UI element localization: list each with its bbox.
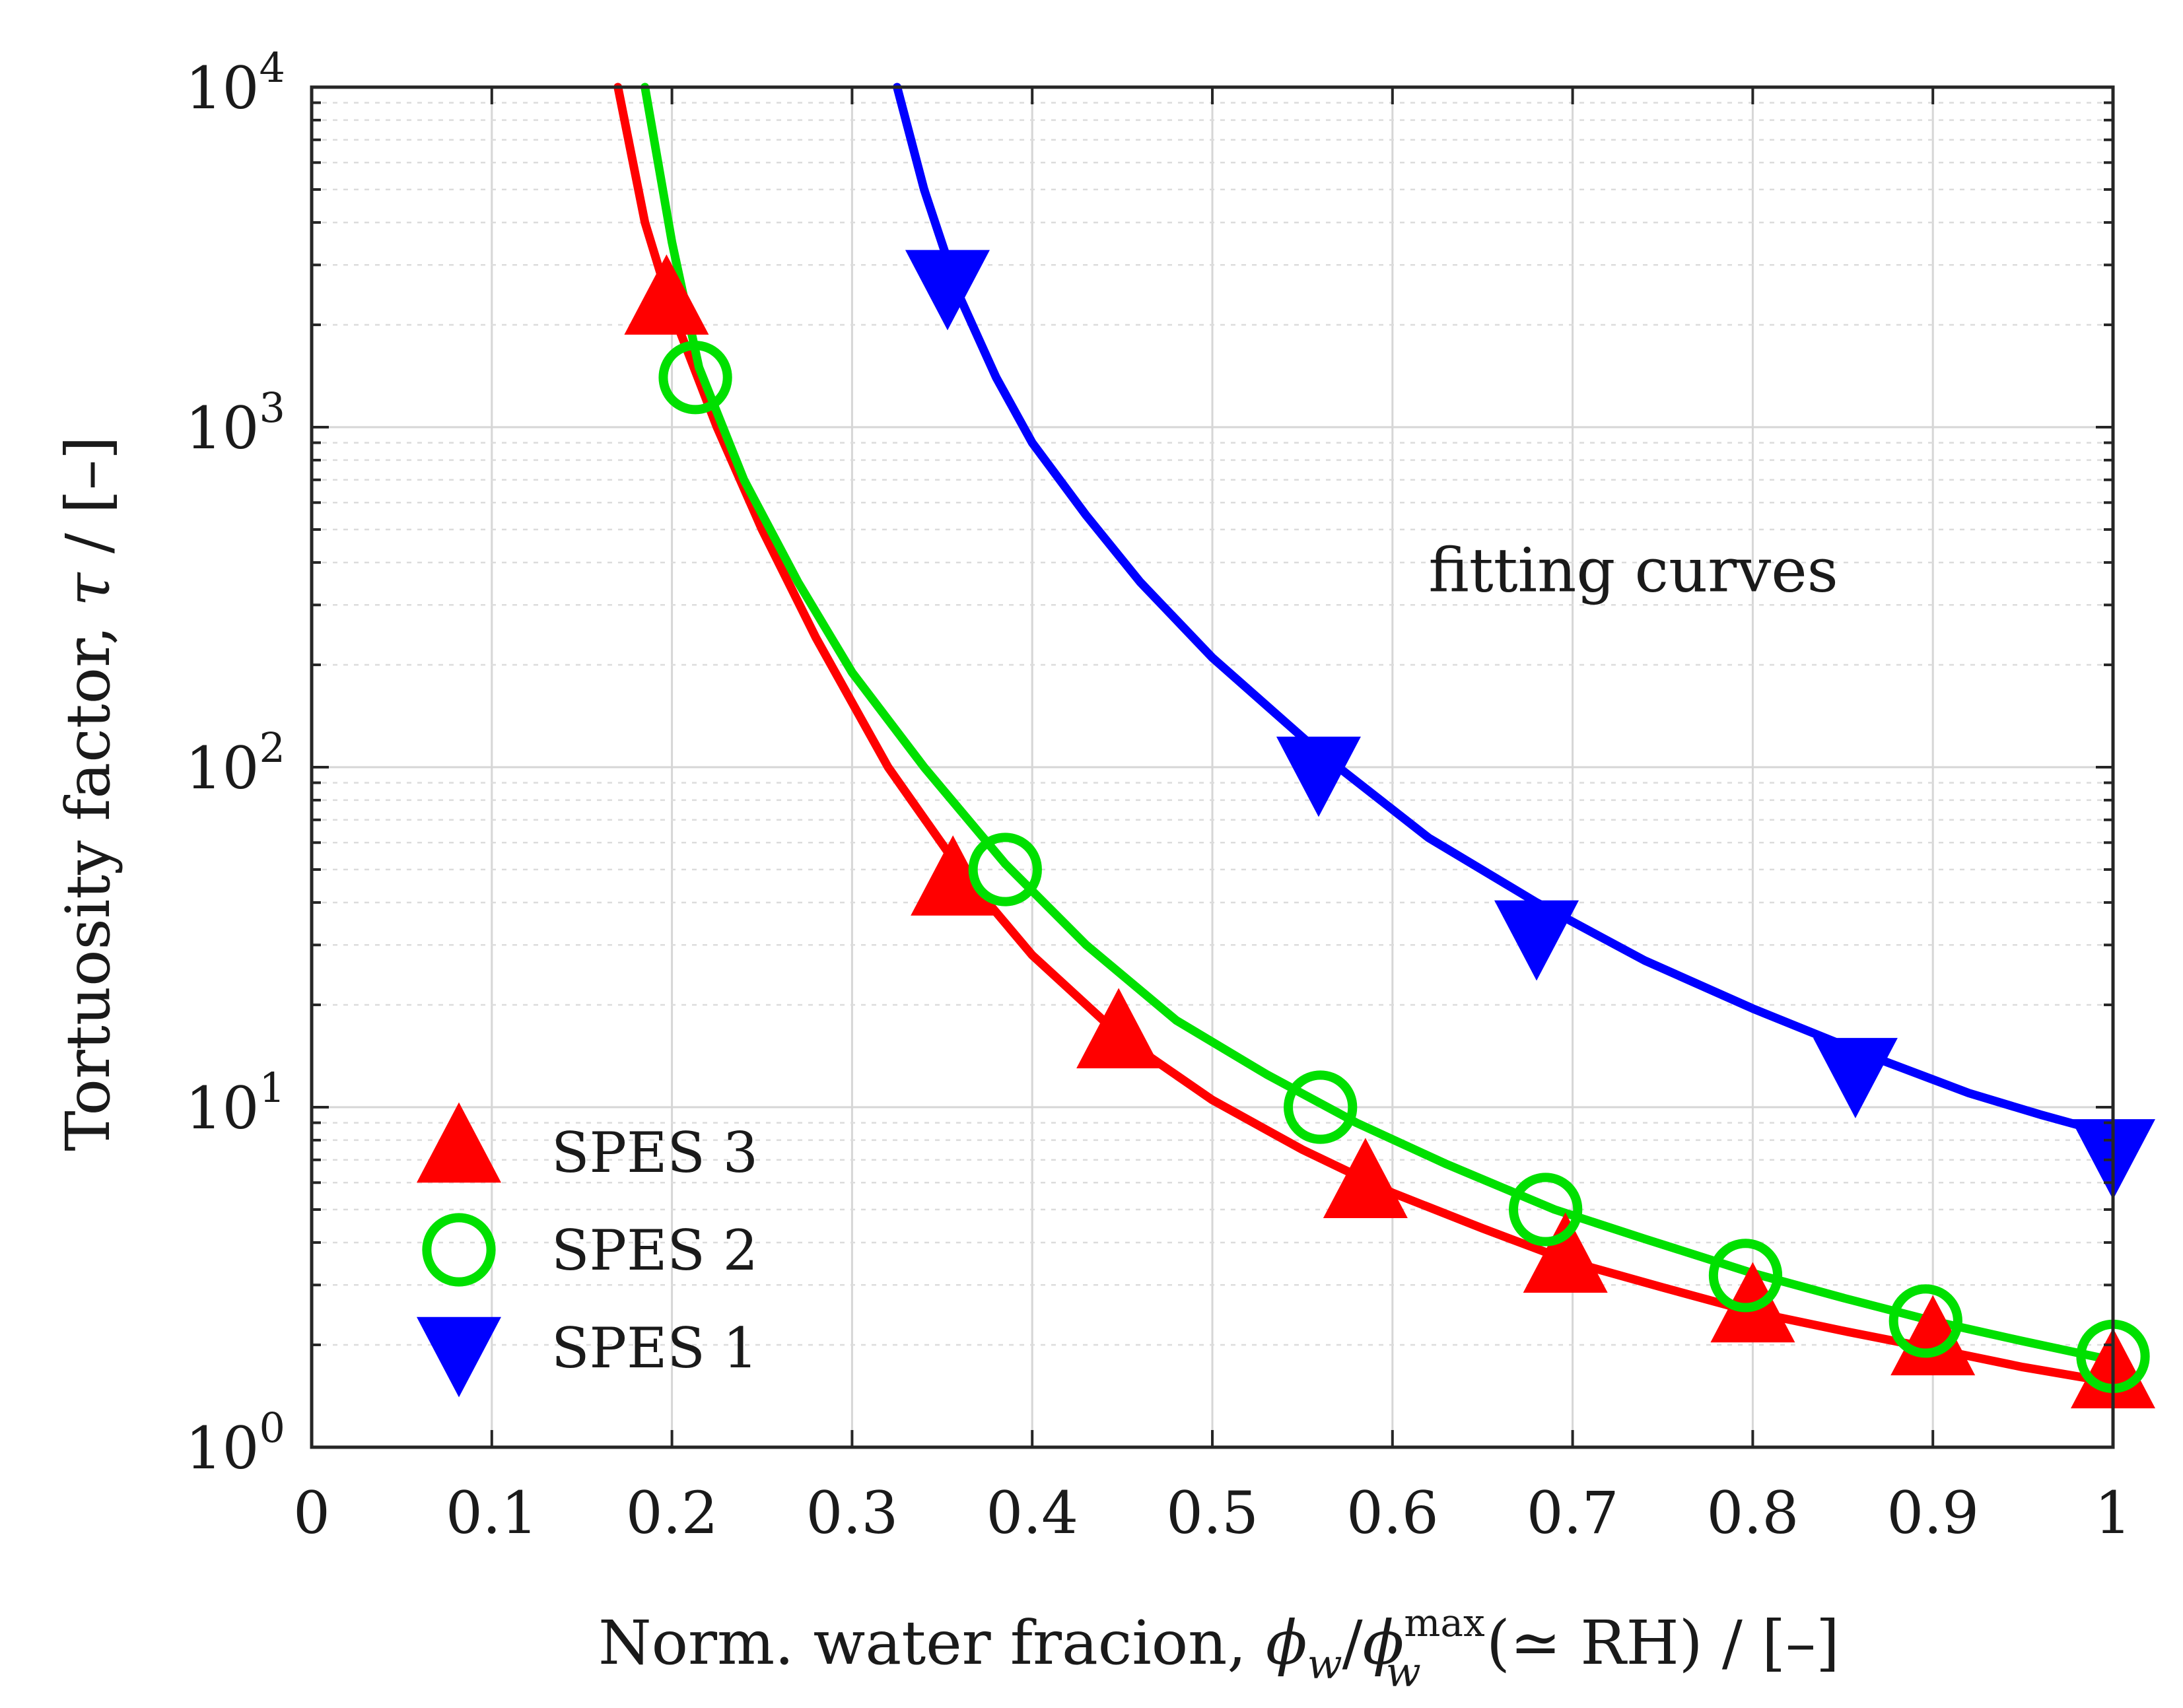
y-tick-exponent: 4 (260, 44, 285, 92)
x-label-sup-max: max (1404, 1600, 1484, 1645)
x-label-sub2: w (1386, 1648, 1421, 1696)
y-tick-base: 10 (186, 394, 260, 462)
x-tick-label: 0.5 (1166, 1479, 1259, 1547)
marker-spes-3 (624, 254, 709, 335)
legend-marker-spes-1 (417, 1316, 501, 1398)
x-tick-label: 0 (293, 1479, 330, 1547)
x-tick-label: 0.9 (1887, 1479, 1979, 1547)
marker-spes-3 (1323, 1138, 1408, 1219)
y-label-prefix: Tortuosity factor, (53, 607, 123, 1151)
y-tick-exponent: 2 (260, 724, 285, 772)
y-label-suffix: / [–] (53, 436, 123, 572)
marker-spes-2 (1509, 1173, 1583, 1247)
x-tick-label: 1 (2095, 1479, 2131, 1547)
marker-spes-2 (658, 341, 732, 415)
fitting-curve-spes-2 (641, 83, 2118, 1365)
tick-layer: 0 0.1 0.2 0.3 0.4 0.5 0.6 0.7 0.8 0.9 110010110210… (186, 44, 2131, 1547)
x-label-suffix: (≃ RH) / [–] (1467, 1608, 1840, 1678)
marker-spes-3 (1523, 1212, 1608, 1293)
legend: SPES 3 SPES 2 SPES 1 (417, 1102, 758, 1398)
marker-spes-1 (905, 250, 990, 331)
x-tick-label: 0.3 (806, 1479, 898, 1547)
y-tick-exponent: 3 (260, 384, 285, 432)
marker-spes-1 (1276, 736, 1361, 817)
marker-spes-3 (1076, 988, 1161, 1069)
x-tick-label: 0.4 (986, 1479, 1078, 1547)
x-tick-label: 0.2 (626, 1479, 718, 1547)
x-label-sub: w (1307, 1640, 1342, 1688)
marker-spes-2 (1708, 1239, 1783, 1313)
legend-label-spes-2: SPES 2 (551, 1218, 758, 1283)
y-tick-base: 10 (186, 734, 260, 802)
y-axis-label: Tortuosity factor, τ / [–] (53, 436, 123, 1151)
y-tick-label: 100 (186, 1404, 285, 1482)
y-tick-label: 103 (186, 384, 285, 462)
axis-labels-layer: Norm. water fracion, ϕw/ϕmax w (≃ RH) / [… (53, 436, 1840, 1696)
y-tick-base: 10 (186, 1074, 260, 1142)
marker-spes-3 (1890, 1295, 1976, 1376)
x-tick-label: 0.7 (1527, 1479, 1619, 1547)
x-label-phi-max: ϕ (1363, 1608, 1404, 1678)
y-tick-label: 101 (186, 1064, 285, 1142)
y-tick-base: 10 (186, 54, 260, 122)
marker-spes-2 (1888, 1284, 1962, 1358)
y-tick-label: 104 (186, 44, 285, 122)
legend-marker-spes-3 (417, 1102, 501, 1183)
marker-spes-1 (1813, 1038, 1898, 1118)
x-label-prefix: Norm. water fracion, (598, 1608, 1266, 1678)
y-label-tau: τ (53, 572, 123, 607)
marker-spes-1 (1494, 900, 1579, 981)
x-label-phi: ϕ (1266, 1608, 1307, 1678)
x-tick-label: 0.6 (1346, 1479, 1439, 1547)
x-label-slash: / (1342, 1608, 1363, 1678)
fitting-curve-spes-1 (893, 83, 2118, 1140)
x-axis-label: Norm. water fracion, ϕw/ϕmax w (≃ RH) / [… (598, 1600, 1840, 1696)
legend-marker-spes-2 (422, 1213, 496, 1287)
y-tick-label: 102 (186, 724, 285, 802)
legend-label-spes-3: SPES 3 (551, 1120, 758, 1185)
marker-spes-2 (1284, 1070, 1358, 1144)
annotation-fitting-curves: fitting curves (1428, 535, 1838, 605)
y-tick-exponent: 1 (260, 1064, 285, 1112)
x-tick-label: 0.1 (446, 1479, 538, 1547)
y-tick-base: 10 (186, 1414, 260, 1482)
annotation-layer: fitting curves (1428, 535, 1838, 605)
y-tick-exponent: 0 (260, 1404, 285, 1452)
marker-spes-3 (911, 835, 996, 916)
marker-spes-2 (968, 833, 1042, 906)
x-tick-label: 0.8 (1706, 1479, 1799, 1547)
legend-label-spes-1: SPES 1 (551, 1316, 758, 1381)
data-markers-layer (624, 250, 2155, 1409)
